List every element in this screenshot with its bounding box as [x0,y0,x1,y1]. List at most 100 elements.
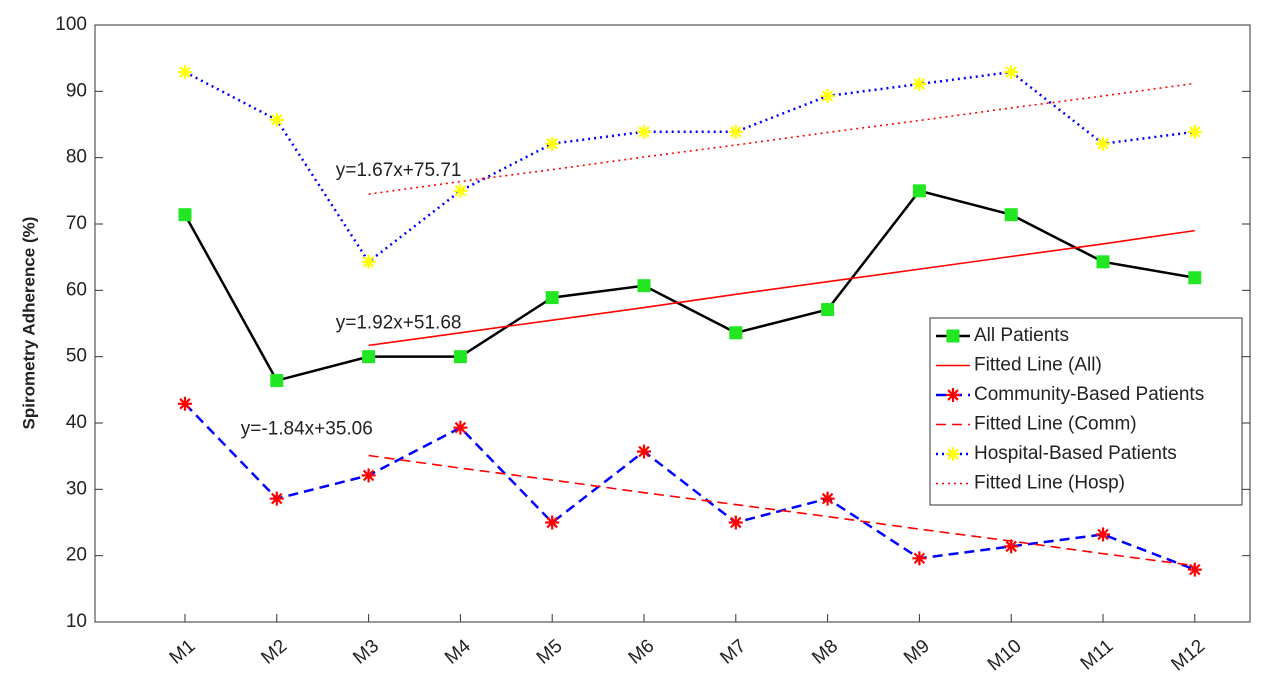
marker-stroke [947,448,959,460]
y-tick-label: 20 [66,545,87,566]
marker-stroke [913,552,926,565]
marker [1187,124,1202,139]
marker-stroke [546,516,558,529]
marker-stroke [179,398,191,410]
marker [453,420,468,435]
marker [453,350,467,364]
y-tick-label: 100 [55,14,87,35]
marker [362,350,376,364]
marker-stroke [1097,528,1109,541]
marker [545,515,560,530]
legend-label: Fitted Line (Hosp) [974,473,1125,494]
marker-stroke [947,389,959,401]
y-tick-label: 80 [66,147,87,168]
marker-stroke [1097,138,1109,150]
y-tick-label: 10 [66,611,87,632]
annotation: y=1.67x+75.71 [336,160,462,181]
x-tick-label: M7 [717,636,751,669]
marker [178,208,192,222]
marker-stroke [1005,66,1017,78]
x-tick-label: M8 [808,636,842,669]
marker [270,374,284,388]
series-line [368,454,1195,567]
legend-label: Community-Based Patients [974,384,1204,405]
marker-stroke [1189,126,1201,138]
marker [637,279,651,293]
marker [1188,271,1202,285]
marker-stroke [546,138,558,150]
legend-label: All Patients [974,325,1069,346]
marker [637,124,651,139]
x-tick-label: M6 [625,636,659,669]
marker [1004,208,1018,222]
marker [178,396,192,411]
marker [637,444,651,459]
marker-stroke [638,445,650,458]
marker-stroke [730,126,742,138]
legend-label: Fitted Line (Comm) [974,414,1137,435]
plot-area [94,24,1251,623]
y-axis-label: Spirometry Adherence (%) [19,217,38,430]
marker [820,491,835,506]
marker [820,88,835,103]
marker [946,388,960,402]
marker [545,136,560,151]
series-line [184,402,1196,571]
marker-stroke [730,516,742,529]
legend-label: Hospital-Based Patients [974,443,1177,464]
x-tick-label: M12 [1167,636,1209,676]
marker-stroke [271,114,283,126]
y-tick-label: 70 [66,213,87,234]
marker-stroke [271,492,283,505]
marker-stroke [913,78,926,90]
x-tick-label: M2 [258,636,292,669]
marker-stroke [638,126,650,138]
y-tick-label: 50 [66,346,87,367]
marker [1096,136,1110,151]
marker-stroke [454,185,467,197]
x-tick-label: M4 [441,635,475,668]
y-tick-label: 30 [66,478,87,499]
x-tick-label: M5 [533,636,567,669]
marker [453,183,468,198]
marker [1096,255,1110,269]
marker-stroke [454,421,467,434]
x-tick-label: M9 [900,636,934,669]
marker [912,184,926,198]
marker [946,447,960,461]
marker-stroke [1005,540,1017,553]
series-line [183,189,1196,383]
marker-stroke [821,492,834,505]
marker-stroke [821,90,834,102]
marker [178,65,192,80]
x-tick-label: M11 [1077,636,1118,675]
series-line [184,70,1195,264]
marker [1187,562,1202,577]
series-line [368,229,1195,347]
marker [912,77,927,92]
annotation: y=1.92x+51.68 [336,313,462,334]
legend-label: Fitted Line (All) [974,355,1102,376]
marker [912,551,927,566]
marker [728,515,743,530]
marker [946,329,960,343]
x-tick-label: M3 [349,636,383,669]
marker [821,303,835,317]
marker [1004,65,1019,80]
marker-stroke [362,256,375,268]
marker [545,291,559,305]
marker-stroke [362,469,375,482]
marker [361,468,376,483]
marker [729,326,743,340]
y-tick-label: 90 [66,80,87,101]
x-tick-label: M1 [166,636,200,669]
marker-stroke [179,66,191,78]
y-tick-label: 40 [66,412,87,433]
legend-box [929,317,1243,506]
marker [1096,527,1110,542]
marker [269,491,284,506]
x-tick-label: M10 [984,636,1026,676]
marker [728,124,743,139]
marker [269,112,284,127]
